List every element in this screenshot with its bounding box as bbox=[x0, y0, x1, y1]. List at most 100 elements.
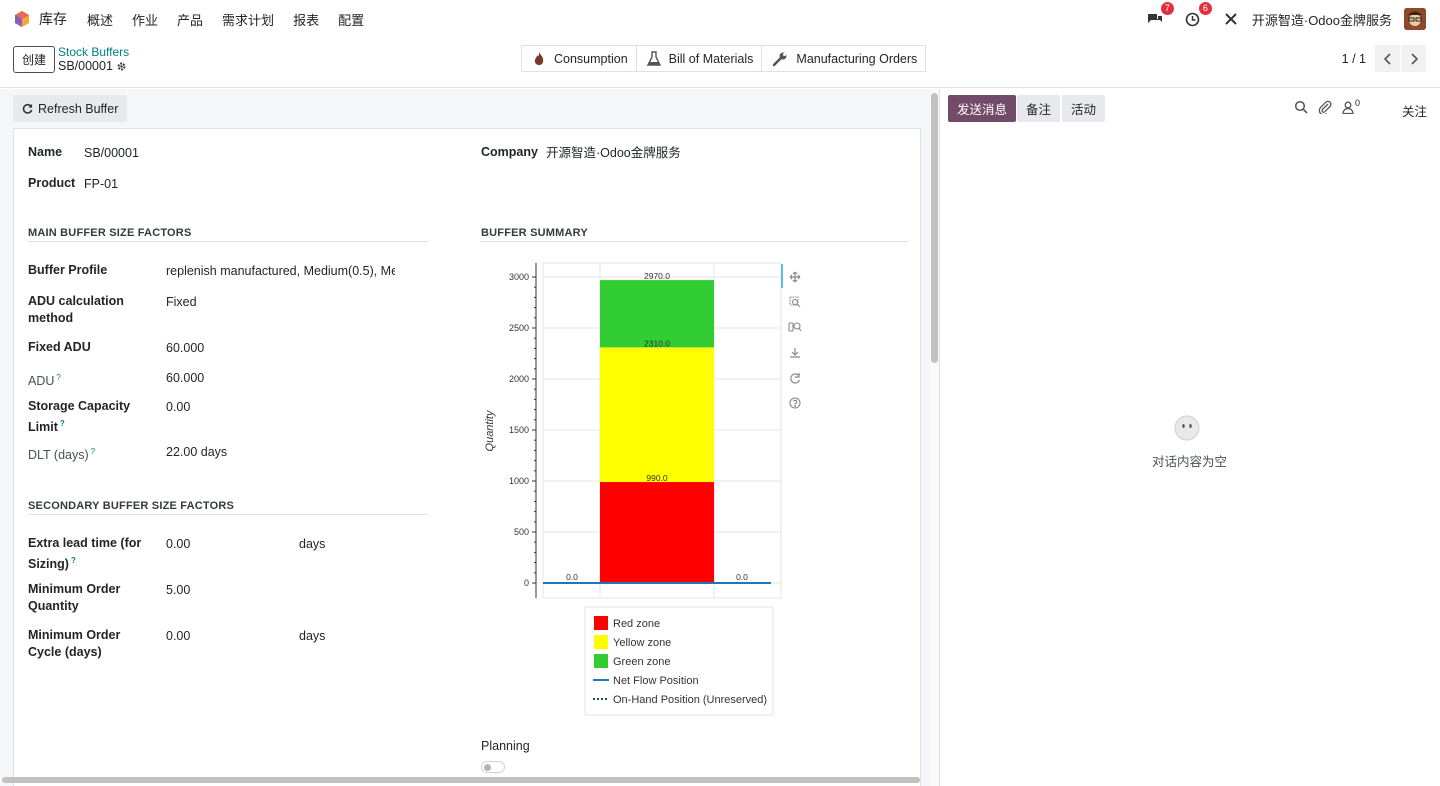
debug-tools-icon[interactable] bbox=[1220, 8, 1242, 30]
menu-configuration[interactable]: 配置 bbox=[338, 12, 365, 28]
fixed-adu-value: 60.000 bbox=[166, 341, 205, 355]
search-icon[interactable] bbox=[1294, 100, 1308, 114]
legend-on-hand-label[interactable]: On-Hand Position (Unreserved) bbox=[613, 694, 767, 706]
legend-yellow-swatch[interactable] bbox=[594, 635, 608, 649]
planning-toggle[interactable] bbox=[481, 761, 505, 773]
manufacturing-orders-smart-button[interactable]: Manufacturing Orders bbox=[762, 46, 925, 71]
form-vertical-scrollbar[interactable] bbox=[930, 89, 939, 786]
name-label: Name bbox=[28, 145, 63, 159]
pager: 1 / 1 bbox=[1342, 45, 1426, 72]
adu-help-icon[interactable]: ? bbox=[56, 373, 61, 382]
legend-net-flow-label[interactable]: Net Flow Position bbox=[613, 675, 699, 687]
paperclip-icon[interactable] bbox=[1318, 100, 1332, 114]
buffer-profile-value[interactable]: replenish manufactured, Medium(0.5), Med… bbox=[166, 264, 395, 278]
messages-icon[interactable]: 7 bbox=[1144, 2, 1174, 30]
create-button[interactable]: 创建 bbox=[13, 46, 55, 73]
pager-previous-button[interactable] bbox=[1374, 45, 1400, 72]
empty-conversation-text: 对话内容为空 bbox=[1152, 455, 1228, 469]
moc-value: 0.00 bbox=[166, 629, 191, 643]
storage-capacity-label-text: Storage Capacity Limit bbox=[28, 399, 131, 435]
refresh-buffer-button[interactable]: Refresh Buffer bbox=[13, 95, 128, 122]
extra-lead-help-icon[interactable]: ? bbox=[70, 556, 76, 565]
pager-value[interactable]: 1 / 1 bbox=[1341, 51, 1366, 66]
summary-section-separator bbox=[481, 241, 908, 242]
dlt-help-icon[interactable]: ? bbox=[90, 447, 96, 456]
net-flow-label-right: 0.0 bbox=[736, 572, 748, 582]
app-logo-icon[interactable] bbox=[13, 10, 31, 28]
legend-red-label[interactable]: Red zone bbox=[613, 618, 660, 630]
y-tick-label: 2500 bbox=[509, 323, 529, 333]
pan-tool-icon[interactable] bbox=[789, 271, 801, 283]
send-message-button[interactable]: 发送消息 bbox=[948, 95, 1017, 122]
zone-value-label: 990.0 bbox=[646, 473, 668, 483]
buffer-profile-label: Buffer Profile bbox=[28, 263, 108, 277]
gear-icon[interactable] bbox=[116, 61, 127, 72]
fixed-adu-label: Fixed ADU bbox=[28, 340, 91, 354]
menu-reporting[interactable]: 报表 bbox=[293, 12, 320, 28]
log-note-button[interactable]: 备注 bbox=[1017, 95, 1061, 122]
legend-yellow-label[interactable]: Yellow zone bbox=[613, 637, 671, 649]
moq-label: Minimum Order Quantity bbox=[28, 582, 121, 613]
adu-label-text: ADU bbox=[28, 374, 55, 389]
vertical-scroll-thumb[interactable] bbox=[931, 93, 938, 363]
menu-demand-planning[interactable]: 需求计划 bbox=[222, 12, 275, 28]
company-switcher[interactable]: 开源智造·Odoo金牌服务 bbox=[1251, 12, 1392, 28]
bar-yellow-zone[interactable] bbox=[600, 347, 714, 483]
menu-operations[interactable]: 作业 bbox=[132, 12, 159, 28]
wheel-zoom-tool-icon[interactable] bbox=[788, 322, 802, 332]
y-tick-label: 500 bbox=[514, 527, 529, 537]
legend-green-label[interactable]: Green zone bbox=[613, 656, 670, 668]
extra-lead-time-unit: days bbox=[299, 537, 326, 551]
menu-overview[interactable]: 概述 bbox=[87, 12, 114, 28]
product-label: Product bbox=[28, 176, 76, 190]
bar-green-zone[interactable] bbox=[600, 280, 714, 348]
bom-label: Bill of Materials bbox=[668, 51, 754, 66]
main-section-separator bbox=[28, 241, 428, 242]
zone-value-label: 2310.0 bbox=[644, 338, 670, 348]
help-tool-icon[interactable] bbox=[789, 397, 801, 409]
chatter-tools: 0 bbox=[1294, 98, 1360, 114]
form-horizontal-scrollbar[interactable] bbox=[0, 775, 930, 785]
company-label: Company bbox=[481, 145, 538, 159]
storage-help-icon[interactable]: ? bbox=[59, 419, 65, 428]
user-avatar[interactable] bbox=[1404, 8, 1426, 30]
schedule-activity-button[interactable]: 活动 bbox=[1062, 95, 1106, 122]
follow-button[interactable]: 关注 bbox=[1401, 105, 1427, 119]
chevron-left-icon bbox=[1383, 52, 1391, 65]
chart-toolbar bbox=[781, 264, 802, 409]
y-tick-label: 2000 bbox=[509, 374, 529, 384]
wrench-icon bbox=[773, 52, 787, 66]
reset-tool-icon[interactable] bbox=[790, 373, 801, 384]
consumption-smart-button[interactable]: Consumption bbox=[522, 46, 637, 71]
menu-products[interactable]: 产品 bbox=[177, 12, 204, 28]
chatter-panel: 发送消息 备注 活动 0 关注 对话内容为空 bbox=[939, 89, 1440, 786]
refresh-buffer-label: Refresh Buffer bbox=[38, 101, 119, 116]
product-value[interactable]: FP-01 bbox=[84, 177, 119, 191]
activities-clock-icon[interactable]: 6 bbox=[1182, 2, 1212, 30]
horizontal-scroll-thumb[interactable] bbox=[2, 777, 920, 783]
company-value[interactable]: 开源智造·Odoo金牌服务 bbox=[546, 146, 681, 160]
dlt-value: 22.00 days bbox=[166, 445, 228, 459]
extra-lead-time-label-text: Extra lead time (for Sizing) bbox=[28, 536, 142, 572]
manufacturing-orders-label: Manufacturing Orders bbox=[796, 51, 918, 66]
moq-value: 5.00 bbox=[166, 583, 191, 597]
breadcrumb-stock-buffers[interactable]: Stock Buffers bbox=[58, 45, 130, 59]
bar-red-zone[interactable] bbox=[600, 482, 714, 583]
legend-red-swatch[interactable] bbox=[594, 616, 608, 630]
pager-next-button[interactable] bbox=[1400, 45, 1426, 72]
buffer-summary-section-title: BUFFER SUMMARY bbox=[481, 227, 588, 239]
save-tool-icon[interactable] bbox=[790, 348, 800, 358]
dlt-label: DLT (days)? bbox=[28, 443, 95, 464]
chart-data-labels: 990.0 2310.0 2970.0 0.0 0.0 bbox=[566, 271, 748, 582]
buffer-summary-chart: 0 500 1000 1500 2000 2500 3000 990.0 2310.0 2970… bbox=[484, 262, 802, 716]
y-tick-label: 1500 bbox=[509, 425, 529, 435]
followers-button[interactable]: 0 bbox=[1342, 98, 1360, 114]
zone-value-label: 2970.0 bbox=[644, 271, 670, 281]
fire-icon bbox=[534, 51, 544, 65]
adu-method-value: Fixed bbox=[166, 295, 197, 309]
legend-green-swatch[interactable] bbox=[594, 654, 608, 668]
app-name[interactable]: 库存 bbox=[39, 11, 67, 27]
box-zoom-tool-icon[interactable] bbox=[789, 296, 801, 308]
bom-smart-button[interactable]: Bill of Materials bbox=[637, 46, 763, 71]
storage-capacity-label: Storage Capacity Limit? bbox=[28, 398, 148, 436]
